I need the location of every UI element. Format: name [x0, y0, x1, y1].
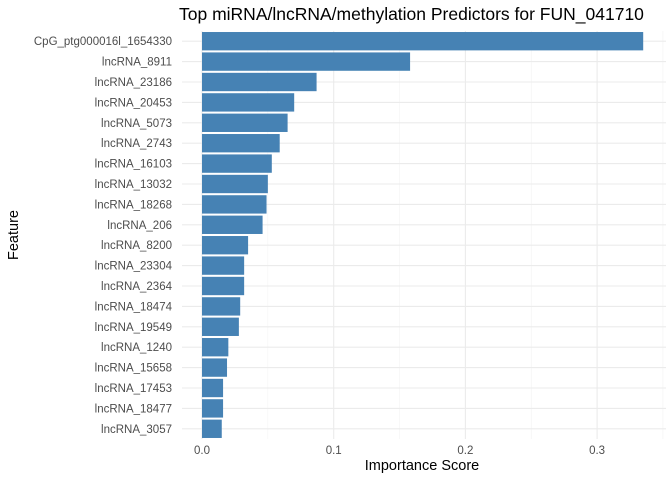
y-tick-label: lncRNA_15658 — [95, 363, 172, 375]
bar — [202, 338, 229, 357]
y-tick-label: CpG_ptg000016l_1654330 — [34, 36, 172, 48]
y-tick-label: lncRNA_2743 — [101, 138, 172, 150]
bar — [202, 93, 295, 112]
bar — [202, 378, 224, 398]
y-tick-label: lncRNA_23304 — [95, 261, 173, 273]
x-axis-title: Importance Score — [365, 458, 479, 474]
y-tick-label: lncRNA_16103 — [95, 159, 172, 171]
bar — [202, 276, 245, 296]
y-tick-label: lncRNA_206 — [107, 220, 172, 232]
grid-lines — [182, 31, 666, 439]
x-tick-label: 0.0 — [194, 445, 210, 457]
y-tick-label: lncRNA_1240 — [101, 342, 172, 354]
bar — [202, 419, 222, 438]
y-tick-label: lncRNA_8911 — [102, 57, 172, 69]
bar — [202, 297, 241, 316]
bars — [202, 32, 644, 438]
y-tick-label: lncRNA_18477 — [95, 403, 172, 415]
bar — [202, 358, 228, 377]
x-tick-label: 0.2 — [457, 445, 473, 457]
y-tick-label: lncRNA_8200 — [101, 240, 172, 252]
y-tick-label: lncRNA_13032 — [95, 179, 172, 191]
x-tick-labels: 0.0 0.1 0.2 0.3 — [194, 445, 605, 457]
bar — [202, 174, 268, 194]
y-tick-label: lncRNA_18474 — [95, 301, 173, 313]
bar — [202, 236, 249, 255]
bar — [202, 317, 239, 336]
y-tick-label: lncRNA_2364 — [101, 281, 173, 293]
y-axis-title: Feature — [6, 210, 22, 260]
bar — [202, 72, 317, 92]
bar — [202, 256, 245, 275]
bar — [202, 215, 263, 234]
y-tick-label: lncRNA_18268 — [95, 199, 172, 211]
x-tick-label: 0.1 — [326, 445, 342, 457]
bar — [202, 134, 280, 153]
y-tick-label: lncRNA_5073 — [101, 118, 172, 130]
bar — [202, 113, 288, 132]
y-tick-labels: CpG_ptg000016l_1654330 lncRNA_8911 lncRNA_… — [34, 36, 173, 436]
bar — [202, 32, 644, 51]
y-tick-label: lncRNA_19549 — [95, 322, 172, 334]
chart-title: Top miRNA/lncRNA/methylation Predictors … — [179, 4, 644, 25]
y-tick-label: lncRNA_20453 — [95, 97, 172, 109]
bar — [202, 195, 267, 214]
y-tick-label: lncRNA_3057 — [101, 424, 172, 436]
y-tick-label: lncRNA_23186 — [95, 77, 172, 89]
bar — [202, 399, 224, 418]
bar — [202, 52, 411, 71]
y-tick-label: lncRNA_17453 — [95, 383, 172, 395]
bar — [202, 154, 272, 173]
x-tick-label: 0.3 — [589, 445, 605, 457]
